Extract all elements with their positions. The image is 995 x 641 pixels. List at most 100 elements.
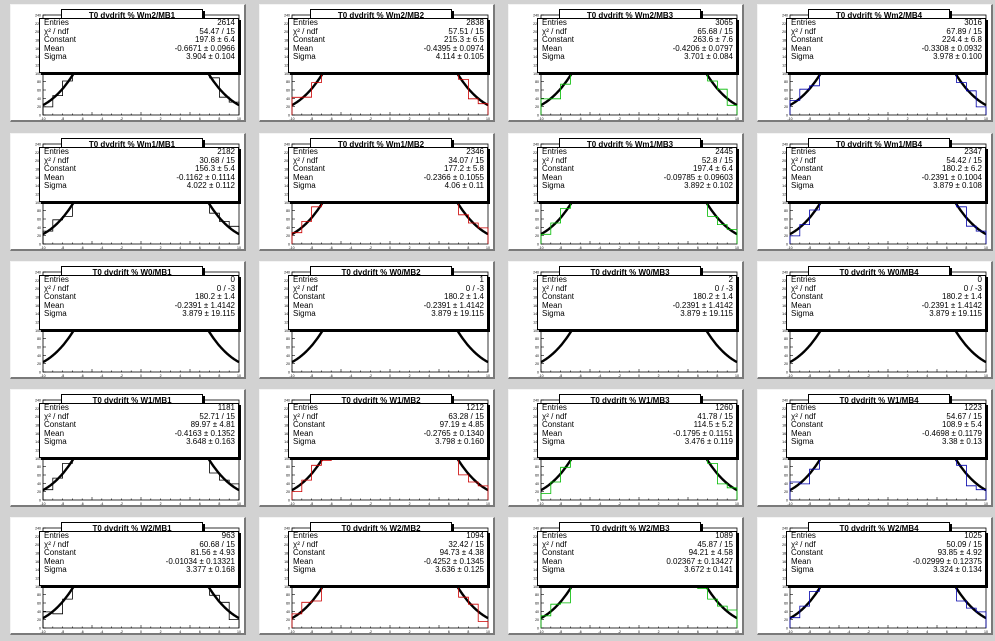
stats-row-constant: Constant 180.2 ± 1.4 [40,292,238,302]
x-tick-label: -8 [808,630,811,634]
stats-value: 93.85 ± 4.92 [937,548,982,557]
stats-value: 108.9 ± 5.4 [942,420,982,429]
y-tick-label: 120 [284,193,290,197]
stats-label: χ² / ndf [791,411,816,421]
stats-row-chi2: χ² / ndf 65.68 / 15 [538,27,736,37]
x-tick-label: -10 [40,502,45,506]
y-tick-label: 0 [786,499,788,503]
stats-row-chi2: χ² / ndf 0 / -3 [40,283,238,294]
x-tick-label: 2 [160,630,162,634]
x-tick-label: -4 [598,374,601,378]
stats-box: Entries 1025 χ² / ndf 50.09 / 15 Constant 93.… [786,531,986,586]
stats-value: 50.09 / 15 [946,539,982,549]
histogram-pad: 020406080100120140160180200220240-10-8-6… [757,4,993,122]
stats-value: 0.02367 ± 0.13427 [666,556,733,566]
stats-value: 180.2 ± 1.4 [942,292,982,301]
stats-value: 3.672 ± 0.141 [684,565,733,574]
stats-label: Entries [44,18,69,27]
stats-label: Sigma [293,52,316,61]
stats-value: 3.879 ± 19.115 [431,309,484,318]
x-tick-label: -10 [40,374,45,378]
x-tick-label: 6 [448,117,450,121]
stats-row-sigma: Sigma 3.377 ± 0.168 [40,565,238,575]
stats-label: χ² / ndf [44,283,69,293]
stats-row-constant: Constant 197.4 ± 6.4 [538,164,736,174]
stats-value: 3.701 ± 0.084 [684,52,733,61]
stats-box: Entries 2346 χ² / ndf 34.07 / 15 Constant 177… [288,147,488,202]
stats-label: Entries [44,147,69,156]
stats-value: 3.377 ± 0.168 [186,565,235,574]
stats-label: χ² / ndf [44,26,69,36]
fit-curve-left [42,447,82,492]
y-tick-label: 20 [784,234,788,238]
y-tick-label: 80 [535,337,539,341]
stats-value: -0.4252 ± 0.1345 [423,556,484,566]
y-tick-label: 160 [782,432,788,436]
fit-curve-right [698,62,738,107]
x-tick-label: -8 [808,502,811,506]
y-tick-label: 240 [533,14,539,18]
y-tick-label: 100 [782,329,788,333]
stats-label: Mean [791,428,812,438]
stats-label: Entries [44,531,69,540]
stats-row-mean: Mean -0.01034 ± 0.13321 [40,557,238,567]
y-tick-label: 200 [35,159,41,163]
stats-label: Sigma [791,309,814,318]
x-tick-label: 6 [946,117,948,121]
x-tick-label: -2 [120,502,123,506]
stats-value: 1181 [217,403,235,412]
y-tick-label: 100 [35,329,41,333]
stats-value: -0.2391 ± 1.4142 [921,300,982,310]
y-tick-label: 140 [782,184,788,188]
y-tick-label: 200 [35,287,41,291]
x-tick-label: 6 [697,502,699,506]
stats-row-constant: Constant 180.2 ± 1.4 [538,292,736,302]
x-tick-label: -8 [61,630,64,634]
x-tick-label: -4 [100,246,103,250]
y-tick-label: 60 [286,346,290,350]
y-tick-label: 160 [284,47,290,51]
stats-label: Constant [791,420,824,429]
stats-row-entries: Entries 1181 [40,403,238,413]
y-tick-label: 140 [284,184,290,188]
x-tick-label: -6 [579,374,582,378]
stats-value: 97.19 ± 4.85 [439,420,484,429]
stats-value: 0 [230,275,235,284]
y-tick-label: 0 [39,499,41,503]
x-tick-label: 8 [218,117,220,121]
y-tick-label: 80 [37,80,41,84]
stats-box: Entries 0 χ² / ndf 0 / -3 Constant 180.2 ± 1.… [39,275,239,330]
stats-row-constant: Constant 94.21 ± 4.58 [538,548,736,558]
stats-row-sigma: Sigma 3.476 ± 0.119 [538,437,736,447]
stats-row-mean: Mean -0.4163 ± 0.1352 [40,429,238,439]
stats-label: Mean [44,172,65,182]
stats-value: 2838 [466,18,484,27]
fit-curve-left [291,62,331,107]
y-tick-label: 180 [533,296,539,300]
stats-value: 224.4 ± 6.8 [942,35,982,44]
y-tick-label: 60 [784,346,788,350]
y-tick-label: 180 [533,424,539,428]
stats-label: Mean [44,43,65,53]
stats-row-sigma: Sigma 3.879 ± 19.115 [787,309,985,319]
stats-label: Sigma [791,52,814,61]
stats-value: 0 / -3 [963,283,982,293]
x-tick-label: -10 [40,630,45,634]
x-tick-label: -8 [61,246,64,250]
x-tick-label: 10 [237,374,241,378]
stats-row-mean: Mean -0.2391 ± 1.4142 [289,301,487,311]
y-tick-label: 20 [784,490,788,494]
stats-value: 89.97 ± 4.81 [190,420,235,429]
x-tick-label: 6 [946,630,948,634]
y-tick-label: 180 [533,168,539,172]
stats-value: 4.022 ± 0.112 [186,181,235,190]
stats-box: Entries 1089 χ² / ndf 45.87 / 15 Constant 94.… [537,531,737,586]
x-tick-label: 0 [140,374,142,378]
y-tick-label: 160 [284,304,290,308]
y-tick-label: 160 [782,47,788,51]
y-tick-label: 120 [35,193,41,197]
y-tick-label: 40 [286,97,290,101]
y-tick-label: 0 [537,114,539,118]
x-tick-label: -4 [598,117,601,121]
x-tick-label: 2 [658,374,660,378]
